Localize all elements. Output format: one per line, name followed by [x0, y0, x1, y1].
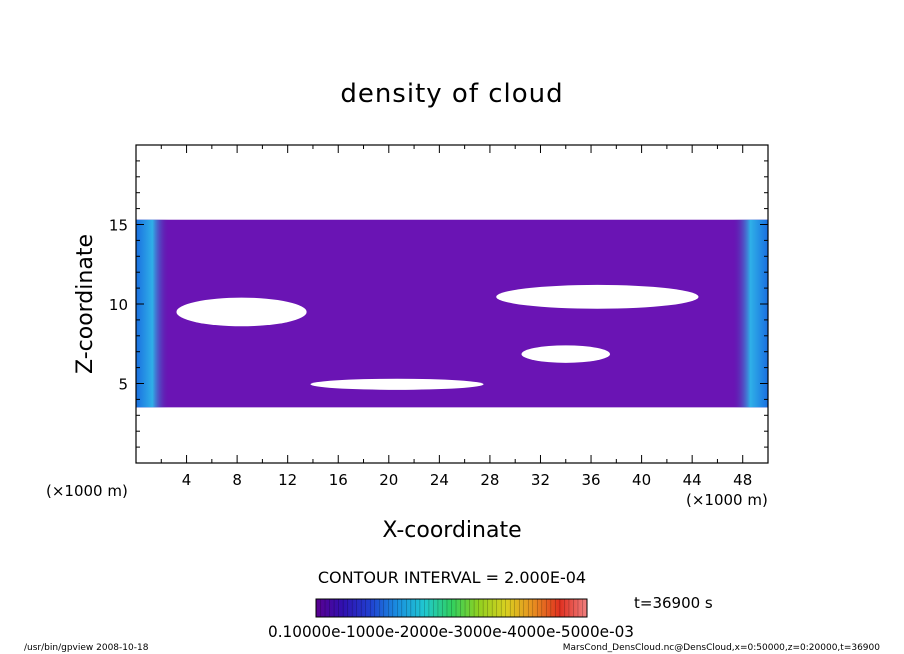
x-tick-label: 20: [379, 471, 398, 489]
x-tick-label: 36: [581, 471, 600, 489]
y-axis-label: Z-coordinate: [73, 234, 98, 374]
chart-title: density of cloud: [340, 79, 563, 109]
colorbar-tick-labels: 0.10000e-1000e-2000e-3000e-4000e-5000e-0…: [268, 622, 634, 641]
x-tick-label: 24: [430, 471, 449, 489]
clear-region: [521, 345, 610, 363]
plot-area: [136, 219, 768, 408]
x-tick-label: 12: [278, 471, 297, 489]
y-axis-ticks: 5 10 15: [109, 160, 768, 448]
y-tick-label: 15: [109, 217, 128, 235]
right-edge-high-density: [732, 219, 768, 408]
time-label: t=36900 s: [634, 594, 713, 612]
x-tick-label: 16: [329, 471, 348, 489]
x-tick-label: 32: [531, 471, 550, 489]
x-tick-label: 48: [733, 471, 752, 489]
left-edge-high-density: [136, 219, 169, 408]
contour-interval: CONTOUR INTERVAL = 2.000E-04: [318, 568, 586, 587]
colorbar-divisions: [320, 599, 583, 617]
footer-right: MarsCond_DensCloud.nc@DensCloud,x=0:5000…: [563, 643, 880, 653]
footer-left: /usr/bin/gpview 2008-10-18: [24, 643, 149, 653]
x-axis-label: X-coordinate: [382, 518, 521, 543]
y-tick-label: 10: [109, 296, 128, 314]
x-unit-label: (×1000 m): [686, 491, 768, 509]
clear-region: [310, 378, 484, 390]
x-tick-label: 28: [480, 471, 499, 489]
x-tick-label: 4: [182, 471, 192, 489]
x-tick-label: 8: [232, 471, 242, 489]
y-tick-label: 5: [118, 376, 128, 394]
y-unit-label: (×1000 m): [46, 482, 128, 500]
clear-region: [496, 284, 699, 309]
clear-region: [176, 297, 307, 327]
x-tick-label: 44: [683, 471, 702, 489]
x-axis-ticks: 4 8 12 16 20 24 28 32 36 40 44 48: [160, 145, 752, 489]
clear-regions: [176, 284, 699, 390]
x-tick-label: 40: [632, 471, 651, 489]
